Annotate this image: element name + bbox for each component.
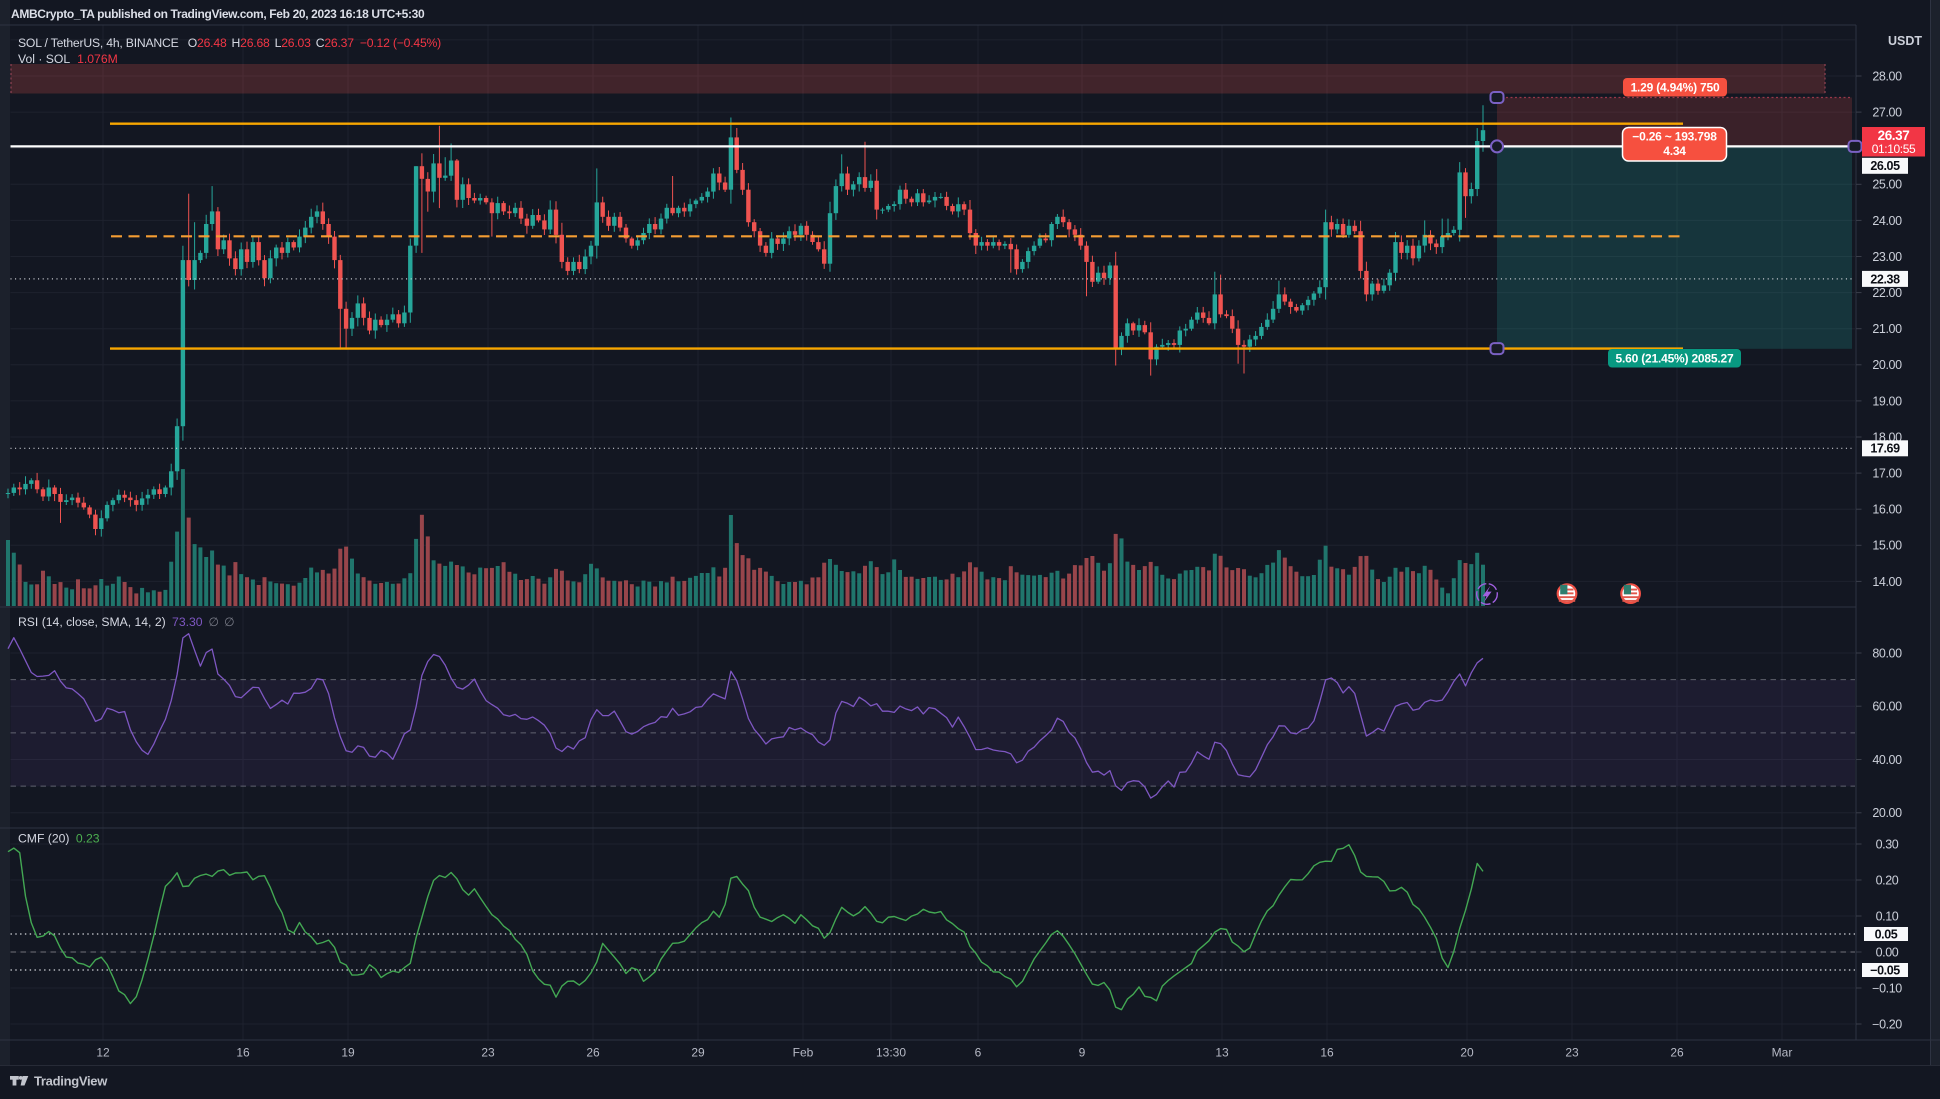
svg-text:80.00: 80.00 (1872, 646, 1902, 660)
svg-text:17.69: 17.69 (1870, 442, 1900, 456)
svg-text:−0.10: −0.10 (1872, 981, 1902, 995)
svg-text:26.37: 26.37 (1878, 128, 1910, 143)
svg-text:13:30: 13:30 (876, 1046, 906, 1060)
svg-text:24.00: 24.00 (1872, 214, 1902, 228)
svg-text:−0.26 ~ 193.798: −0.26 ~ 193.798 (1632, 130, 1717, 144)
svg-text:Feb: Feb (793, 1046, 814, 1060)
svg-text:0.00: 0.00 (1876, 945, 1899, 959)
svg-text:5.60 (21.45%) 2085.27: 5.60 (21.45%) 2085.27 (1616, 352, 1734, 366)
svg-text:16: 16 (1320, 1046, 1334, 1060)
svg-text:TradingView: TradingView (34, 1074, 108, 1089)
svg-text:15.00: 15.00 (1872, 539, 1902, 553)
svg-text:23.00: 23.00 (1872, 250, 1902, 264)
svg-text:26: 26 (586, 1046, 600, 1060)
svg-text:CMF (20) 0.23: CMF (20) 0.23 (18, 832, 100, 846)
svg-text:25.00: 25.00 (1872, 178, 1902, 192)
svg-text:22.00: 22.00 (1872, 286, 1902, 300)
svg-text:29: 29 (691, 1046, 705, 1060)
svg-text:12: 12 (96, 1046, 110, 1060)
svg-text:−0.20: −0.20 (1872, 1017, 1902, 1031)
svg-text:RSI (14, close, SMA, 14, 2) 73: RSI (14, close, SMA, 14, 2) 73.30 ∅ ∅ (18, 615, 235, 629)
svg-text:23: 23 (481, 1046, 495, 1060)
svg-text:40.00: 40.00 (1872, 753, 1902, 767)
svg-text:17.00: 17.00 (1872, 467, 1902, 481)
svg-text:19: 19 (341, 1046, 355, 1060)
svg-text:20: 20 (1460, 1046, 1474, 1060)
svg-text:21.00: 21.00 (1872, 322, 1902, 336)
svg-text:23: 23 (1565, 1046, 1579, 1060)
svg-text:4.34: 4.34 (1663, 144, 1686, 158)
svg-text:13: 13 (1215, 1046, 1229, 1060)
svg-text:Vol · SOL 1.076M: Vol · SOL 1.076M (18, 52, 118, 66)
svg-text:60.00: 60.00 (1872, 700, 1902, 714)
svg-text:22.38: 22.38 (1870, 272, 1900, 286)
svg-text:16.00: 16.00 (1872, 503, 1902, 517)
svg-text:9: 9 (1079, 1046, 1086, 1060)
svg-text:0.10: 0.10 (1876, 909, 1899, 923)
svg-text:Mar: Mar (1772, 1046, 1793, 1060)
svg-text:26: 26 (1670, 1046, 1684, 1060)
svg-text:0.30: 0.30 (1876, 837, 1899, 851)
svg-text:01:10:55: 01:10:55 (1872, 142, 1916, 156)
svg-text:14.00: 14.00 (1872, 575, 1902, 589)
svg-text:20.00: 20.00 (1872, 806, 1902, 820)
svg-text:1.29 (4.94%) 750: 1.29 (4.94%) 750 (1631, 81, 1720, 95)
svg-text:19.00: 19.00 (1872, 394, 1902, 408)
svg-text:26.05: 26.05 (1870, 159, 1900, 173)
svg-text:AMBCrypto_TA published on Trad: AMBCrypto_TA published on TradingView.co… (11, 7, 425, 21)
svg-text:−0.05: −0.05 (1870, 963, 1900, 977)
svg-text:20.00: 20.00 (1872, 358, 1902, 372)
svg-text:6: 6 (975, 1046, 982, 1060)
svg-text:28.00: 28.00 (1872, 69, 1902, 83)
svg-text:USDT: USDT (1888, 34, 1922, 48)
svg-text:0.20: 0.20 (1876, 873, 1899, 887)
svg-text:0.05: 0.05 (1875, 927, 1898, 941)
svg-text:16: 16 (236, 1046, 250, 1060)
svg-text:27.00: 27.00 (1872, 106, 1902, 120)
